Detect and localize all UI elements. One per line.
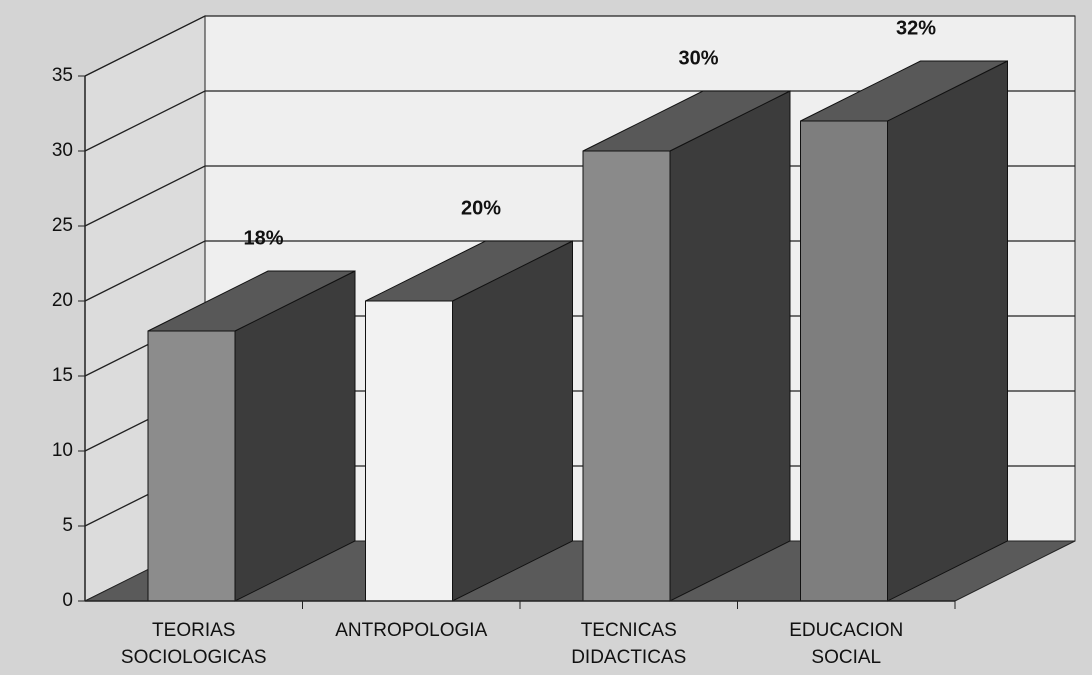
grid-line (84, 15, 1075, 77)
bar (582, 150, 671, 602)
bar-side (887, 60, 1008, 602)
value-label: 18% (243, 227, 283, 249)
x-tick-label: TECNICAS (581, 620, 677, 641)
x-tick-label: TEORIAS (152, 620, 235, 641)
bar (800, 120, 888, 602)
bar-side (452, 240, 573, 602)
bar (365, 300, 453, 602)
y-tick-label: 35 (52, 65, 73, 86)
y-tick-label: 5 (62, 515, 73, 536)
bar (147, 330, 236, 602)
x-tick-label: EDUCACION (789, 620, 903, 641)
y-tick-label: 15 (52, 365, 73, 386)
x-tick-label: ANTROPOLOGIA (335, 620, 487, 641)
y-tick-label: 25 (52, 215, 73, 236)
y-tick-label: 30 (52, 140, 73, 161)
x-tick-label: SOCIAL (811, 647, 881, 668)
y-tick-label: 20 (52, 290, 73, 311)
bar-side (669, 90, 791, 602)
value-label: 32% (896, 17, 936, 39)
x-tick-label: DIDACTICAS (571, 647, 686, 668)
y-tick-label: 0 (62, 590, 73, 611)
y-tick-label: 10 (52, 440, 73, 461)
x-tick-label: SOCIOLOGICAS (121, 647, 267, 668)
value-label: 20% (461, 197, 501, 219)
value-label: 30% (678, 47, 718, 69)
